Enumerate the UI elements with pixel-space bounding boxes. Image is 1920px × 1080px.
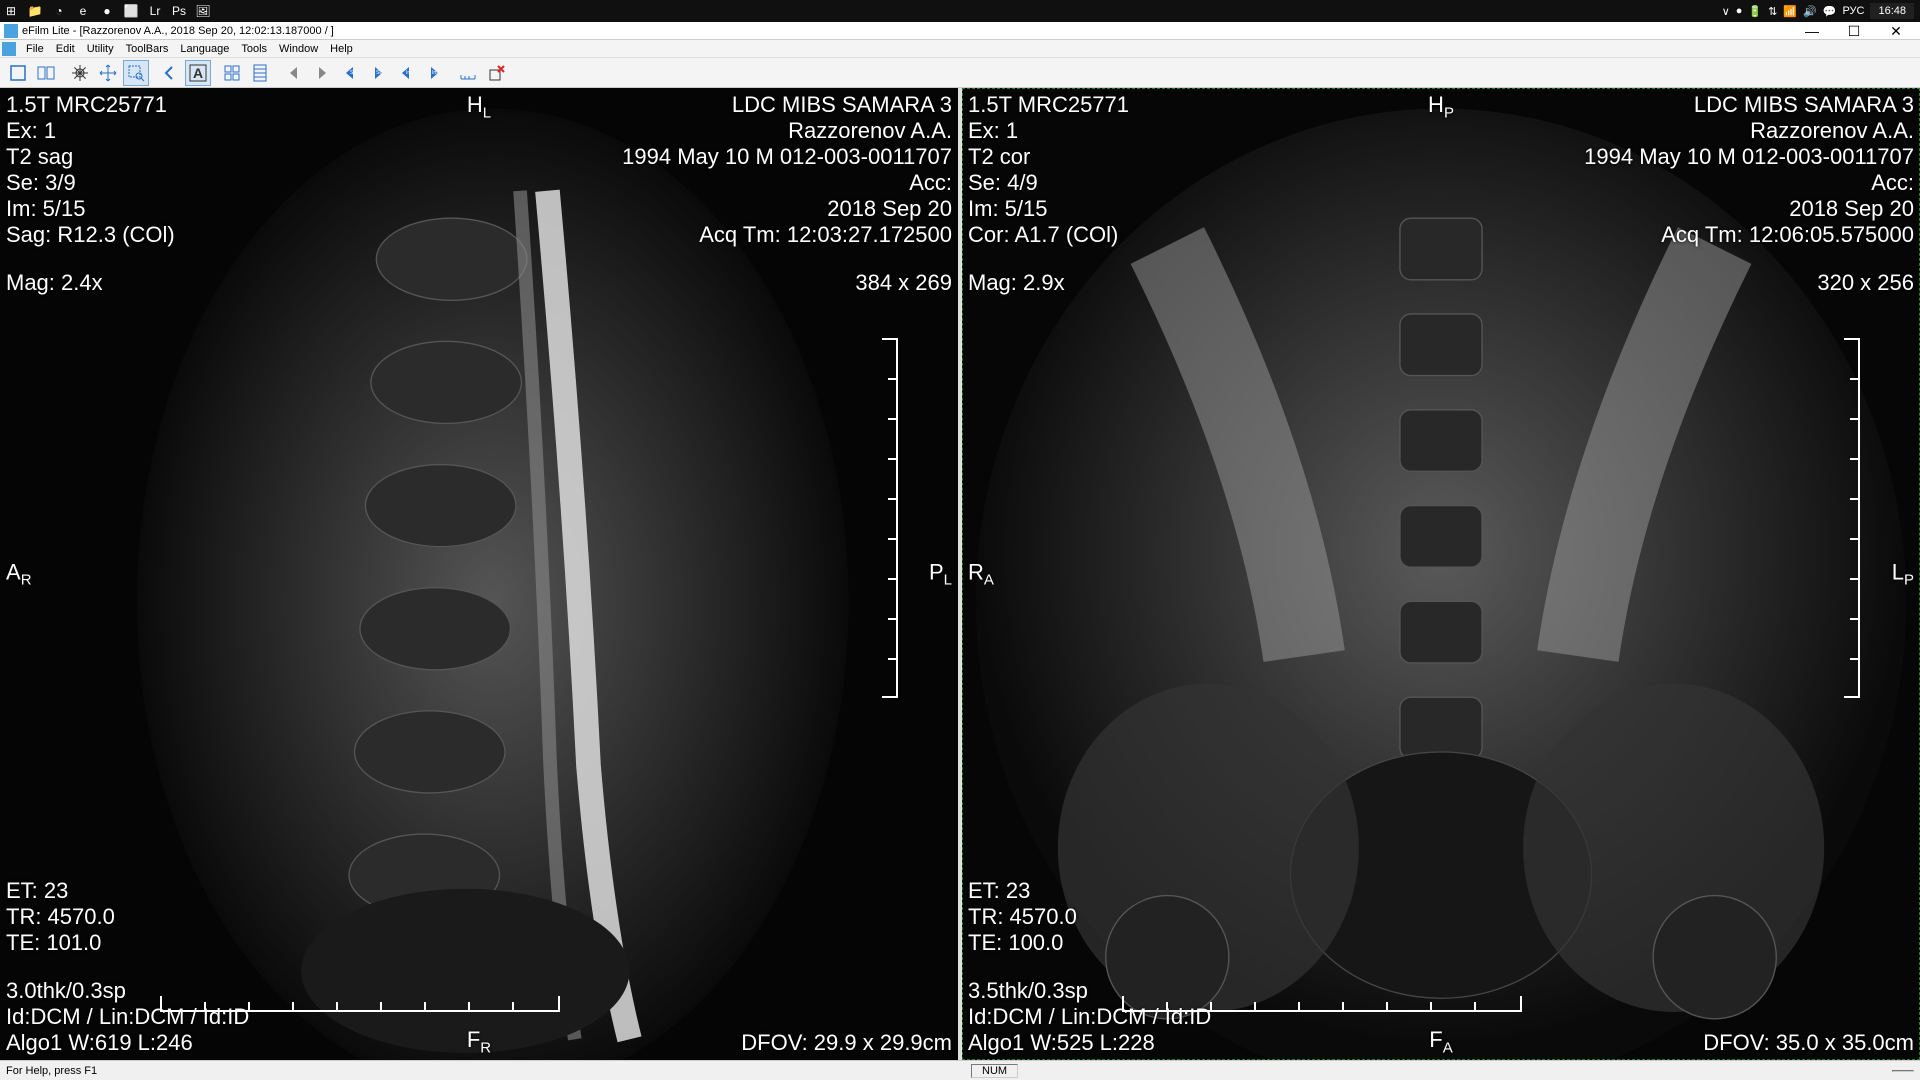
status-num: NUM — [971, 1064, 1018, 1078]
menu-edit[interactable]: Edit — [50, 43, 81, 55]
tray-icon-0[interactable]: ∨ — [1722, 5, 1730, 18]
orient-top: HP — [1428, 92, 1454, 121]
app-window: eFilm Lite - [Razzorenov A.A., 2018 Sep … — [0, 22, 1920, 1080]
orient-bottom: FA — [1429, 1027, 1452, 1056]
taskbar-icon-5[interactable]: ⬜ — [120, 0, 142, 22]
tray-icon-5[interactable]: 🔊 — [1803, 5, 1817, 18]
menubar-icon — [2, 42, 16, 56]
toolbar-measure[interactable] — [455, 60, 481, 86]
status-left: For Help, press F1 — [6, 1065, 97, 1077]
menu-toolbars[interactable]: ToolBars — [120, 43, 175, 55]
svg-text:Se: Se — [376, 70, 382, 76]
toolbar-grid-4[interactable] — [219, 60, 245, 86]
menu-help[interactable]: Help — [324, 43, 359, 55]
menu-file[interactable]: File — [20, 43, 50, 55]
overlay-bottom-left: ET: 23TR: 4570.0TE: 101.03.0thk/0.3spId:… — [6, 878, 249, 1056]
tray-icon-3[interactable]: ⇅ — [1768, 5, 1777, 18]
taskbar-icon-2[interactable]: ◔ — [48, 0, 70, 22]
image-panel-1[interactable]: 1.5T MRC25771Ex: 1T2 corSe: 4/9Im: 5/15C… — [962, 88, 1920, 1060]
menubar: FileEditUtilityToolBarsLanguageToolsWind… — [0, 40, 1920, 58]
ruler-vertical — [1858, 338, 1860, 698]
ruler-horizontal — [160, 1010, 560, 1012]
toolbar-layout-1[interactable] — [5, 60, 31, 86]
toolbar-im-prev[interactable]: Im — [393, 60, 419, 86]
tray-clock: 16:48 — [1870, 3, 1914, 19]
window-title: eFilm Lite - [Razzorenov A.A., 2018 Sep … — [22, 25, 334, 37]
menu-window[interactable]: Window — [273, 43, 324, 55]
toolbar-prev-gray[interactable] — [281, 60, 307, 86]
overlay-bottom-right: DFOV: 29.9 x 29.9cm — [741, 1030, 952, 1056]
image-panel-0[interactable]: 1.5T MRC25771Ex: 1T2 sagSe: 3/9Im: 5/15S… — [0, 88, 958, 1060]
app-icon — [4, 24, 18, 38]
svg-text:A: A — [193, 65, 203, 81]
tray-icon-2[interactable]: 🔋 — [1748, 5, 1762, 18]
orient-right: LP — [1892, 559, 1914, 588]
orient-left: AR — [6, 559, 32, 588]
toolbar-pan[interactable] — [95, 60, 121, 86]
taskbar-left: ⊞📁◔e●⬜LrPs🖼 — [0, 0, 214, 22]
status-grip — [1892, 1070, 1914, 1072]
svg-text:Im: Im — [406, 70, 412, 76]
taskbar-icon-1[interactable]: 📁 — [24, 0, 46, 22]
tray-icon-1[interactable]: ● — [1736, 5, 1743, 17]
overlay-top-right: LDC MIBS SAMARA 3Razzorenov A.A.1994 May… — [622, 92, 952, 296]
taskbar-icon-6[interactable]: Lr — [144, 0, 166, 22]
titlebar: eFilm Lite - [Razzorenov A.A., 2018 Sep … — [0, 22, 1920, 40]
taskbar-icon-4[interactable]: ● — [96, 0, 118, 22]
toolbar-delete[interactable] — [483, 60, 509, 86]
taskbar-icon-0[interactable]: ⊞ — [0, 0, 22, 22]
ruler-horizontal — [1122, 1010, 1522, 1012]
toolbar-film[interactable] — [247, 60, 273, 86]
menu-tools[interactable]: Tools — [235, 43, 273, 55]
toolbar-next-gray[interactable] — [309, 60, 335, 86]
orient-right: PL — [929, 559, 952, 588]
close-button[interactable]: ✕ — [1876, 24, 1916, 38]
orient-top: HL — [467, 92, 491, 121]
taskbar-tray: ∨ ● 🔋 ⇅ 📶 🔊 💬 РУС 16:48 — [1722, 3, 1920, 19]
viewer-area: 1.5T MRC25771Ex: 1T2 sagSe: 3/9Im: 5/15S… — [0, 88, 1920, 1060]
overlay-top-left: 1.5T MRC25771Ex: 1T2 sagSe: 3/9Im: 5/15S… — [6, 92, 175, 296]
toolbar-im-next[interactable]: Im — [421, 60, 447, 86]
svg-text:Im: Im — [432, 70, 438, 76]
tray-icon-4[interactable]: 📶 — [1783, 5, 1797, 18]
toolbar-brightness[interactable] — [67, 60, 93, 86]
toolbar: A Se Se Im Im — [0, 58, 1920, 88]
svg-text:Se: Se — [350, 70, 356, 76]
toolbar-back[interactable] — [157, 60, 183, 86]
taskbar-icon-7[interactable]: Ps — [168, 0, 190, 22]
tray-lang[interactable]: РУС — [1842, 5, 1864, 17]
system-taskbar: ⊞📁◔e●⬜LrPs🖼 ∨●🔋⇅📶🔊💬РУС16:48 — [0, 0, 1920, 22]
overlay-bottom-left: ET: 23TR: 4570.0TE: 100.03.5thk/0.3spId:… — [968, 878, 1211, 1056]
toolbar-annotate-text[interactable]: A — [185, 60, 211, 86]
taskbar-icon-3[interactable]: e — [72, 0, 94, 22]
menu-language[interactable]: Language — [174, 43, 235, 55]
tray-icon-6[interactable]: 💬 — [1823, 5, 1837, 18]
overlay-bottom-right: DFOV: 35.0 x 35.0cm — [1703, 1030, 1914, 1056]
menu-utility[interactable]: Utility — [81, 43, 120, 55]
toolbar-zoom-region[interactable] — [123, 60, 149, 86]
statusbar: For Help, press F1 NUM — [0, 1060, 1920, 1080]
toolbar-layout-2[interactable] — [33, 60, 59, 86]
overlay-top-right: LDC MIBS SAMARA 3Razzorenov A.A.1994 May… — [1584, 92, 1914, 296]
toolbar-se-prev[interactable]: Se — [337, 60, 363, 86]
orient-bottom: FR — [467, 1027, 491, 1056]
ruler-vertical — [896, 338, 898, 698]
maximize-button[interactable]: ☐ — [1834, 24, 1874, 38]
taskbar-icon-8[interactable]: 🖼 — [192, 0, 214, 22]
overlay-top-left: 1.5T MRC25771Ex: 1T2 corSe: 4/9Im: 5/15C… — [968, 92, 1129, 296]
minimize-button[interactable]: — — [1792, 24, 1832, 38]
toolbar-se-next[interactable]: Se — [365, 60, 391, 86]
orient-left: RA — [968, 559, 994, 588]
